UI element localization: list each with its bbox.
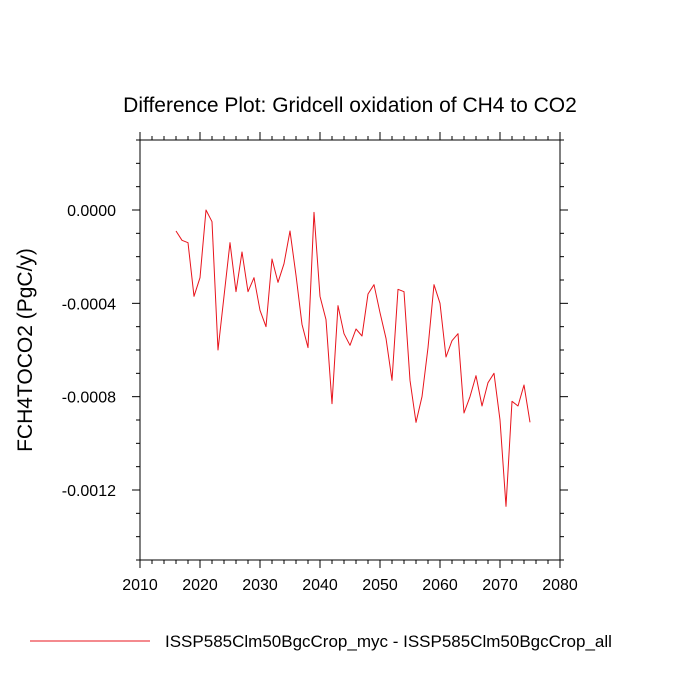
x-tick-label: 2080	[542, 577, 578, 594]
legend-series-label: ISSP585Clm50BgcCrop_myc - ISSP585Clm50Bg…	[165, 632, 612, 651]
x-tick-label: 2060	[422, 577, 458, 594]
plot-frame	[139, 139, 561, 561]
y-axis-label: FCH4TOCO2 (PgC/y)	[14, 248, 37, 452]
x-tick-label: 2040	[302, 577, 338, 594]
y-tick-label: -0.0008	[62, 390, 116, 407]
x-tick-label: 2020	[182, 577, 218, 594]
x-tick-label: 2050	[362, 577, 398, 594]
x-tick-label: 2030	[242, 577, 278, 594]
x-tick-label: 2070	[482, 577, 518, 594]
y-tick-label: -0.0004	[62, 296, 116, 313]
series-line	[175, 209, 531, 507]
y-tick-label: 0.0000	[67, 203, 116, 220]
legend: ISSP585Clm50BgcCrop_myc - ISSP585Clm50Bg…	[30, 632, 612, 651]
axis-ticks	[132, 132, 568, 568]
series-lines	[175, 209, 531, 507]
axis-tick-labels: 2010 2020 2030 2040 2050 2060 2070 2080 0.0000 -0…	[62, 203, 578, 594]
chart-title: Difference Plot: Gridcell oxidation of C…	[123, 94, 577, 117]
x-tick-label: 2010	[122, 577, 158, 594]
y-tick-label: -0.0012	[62, 483, 116, 500]
